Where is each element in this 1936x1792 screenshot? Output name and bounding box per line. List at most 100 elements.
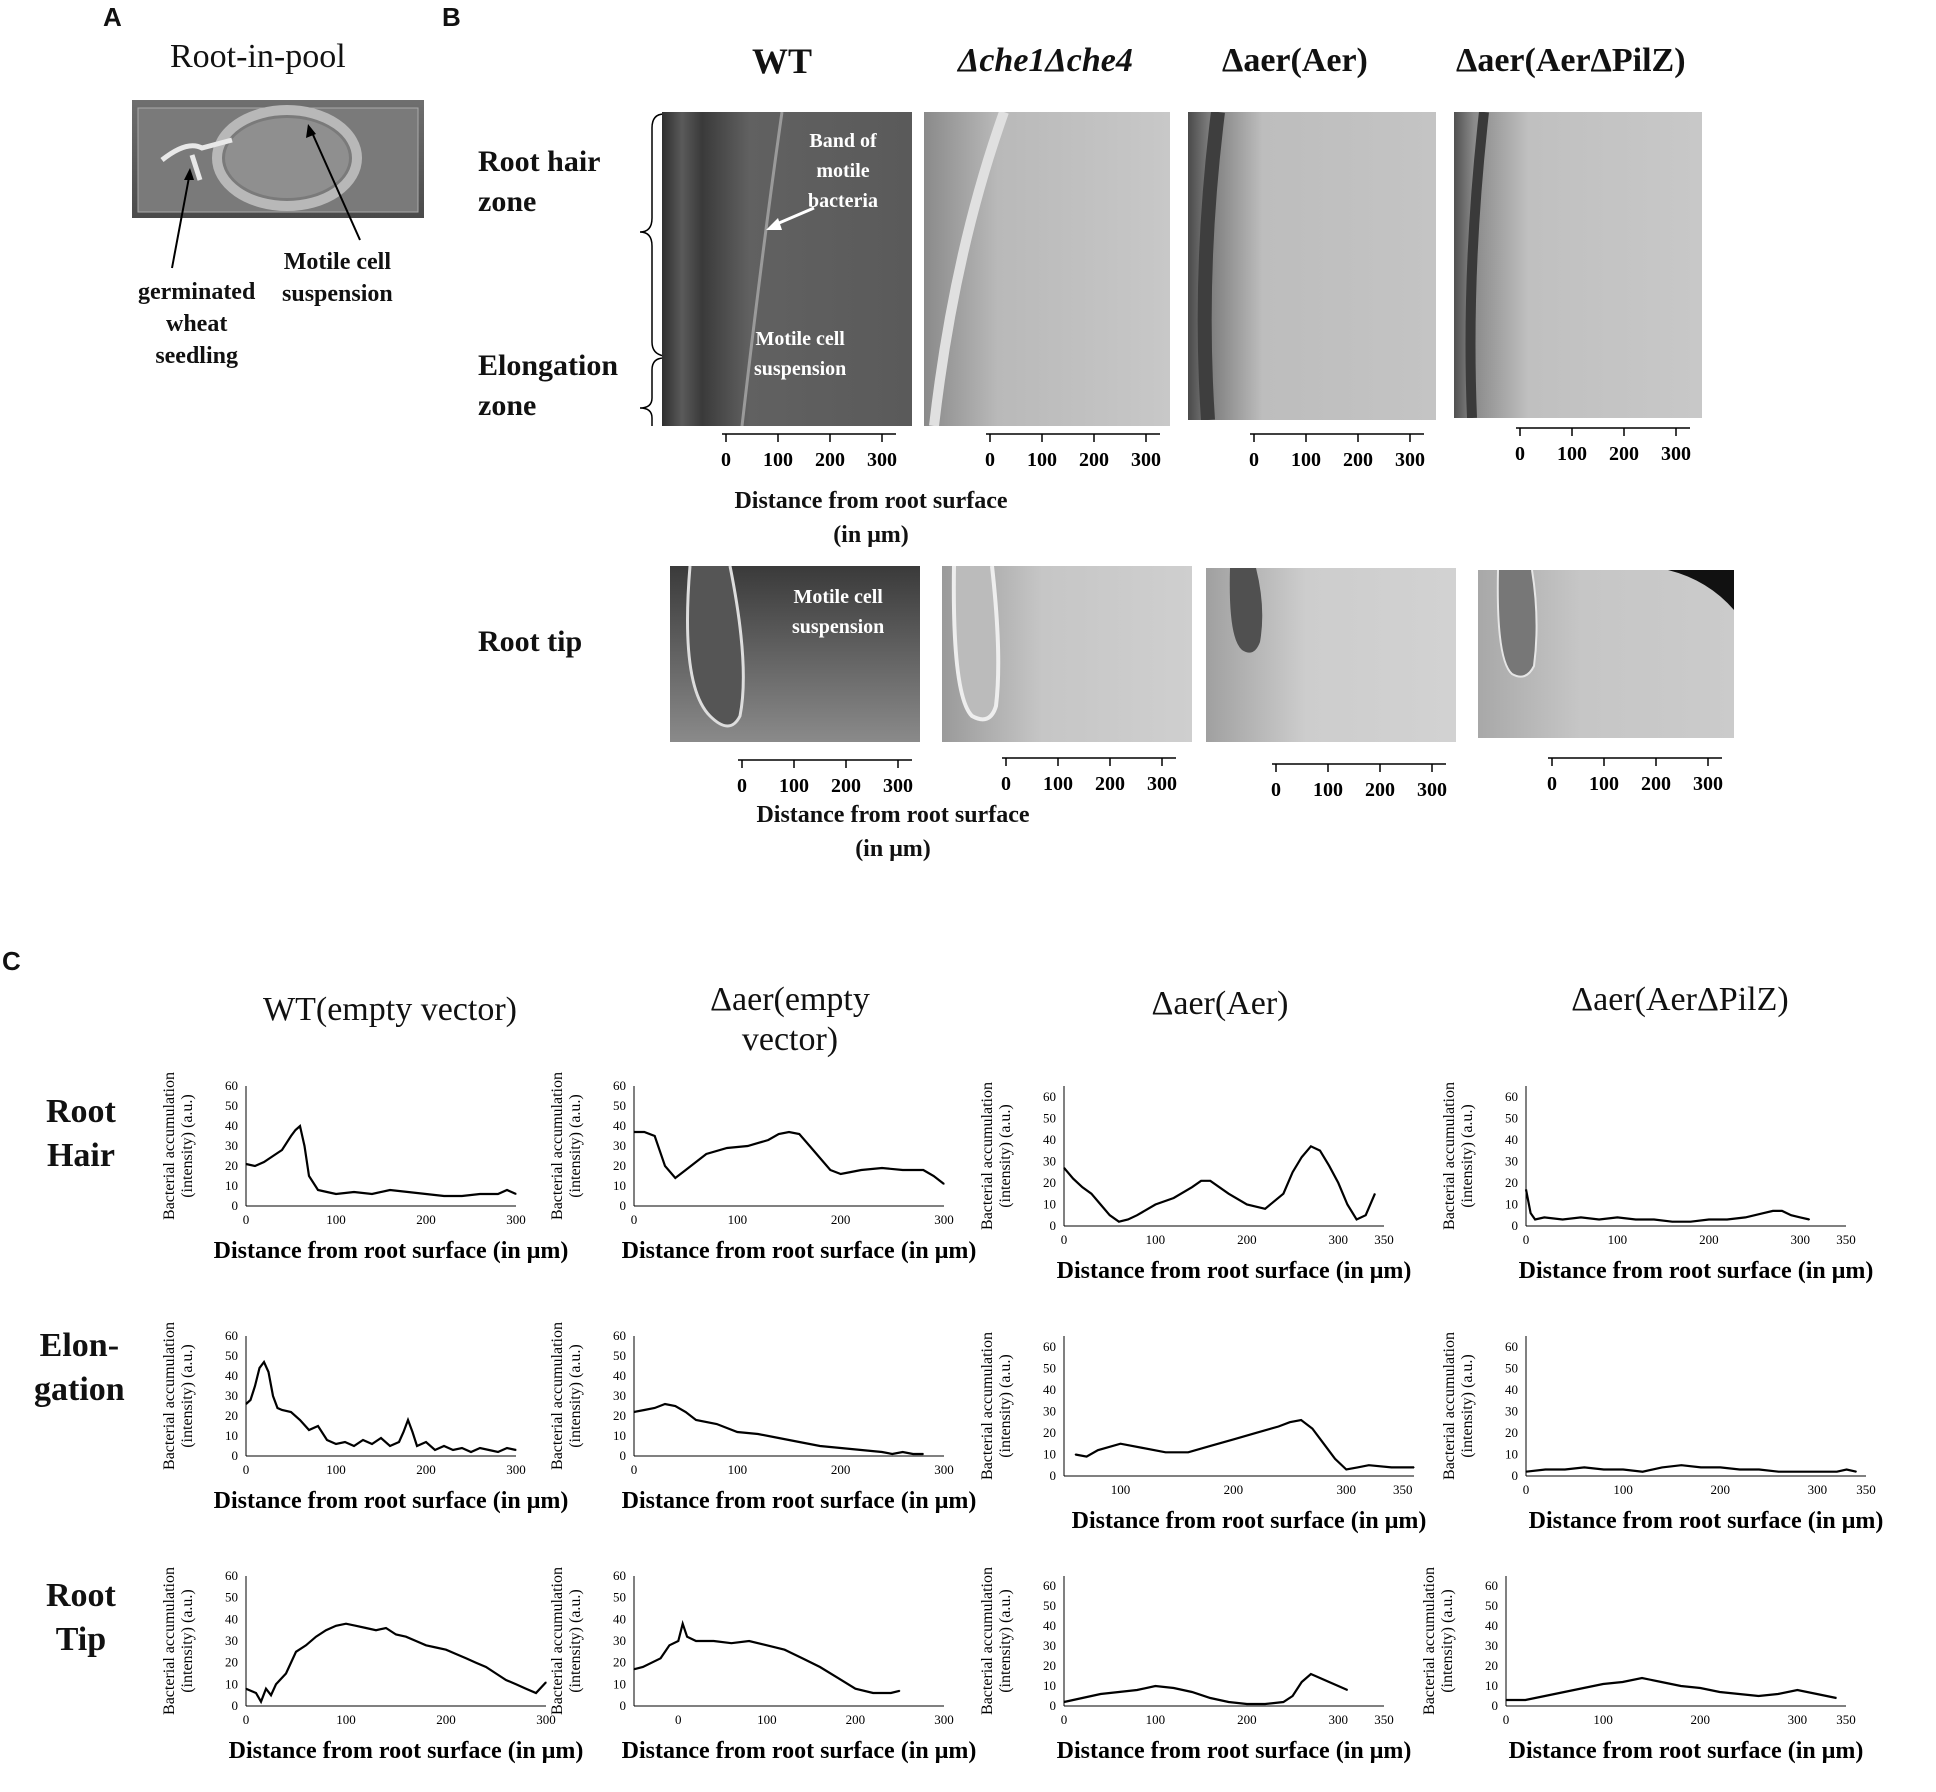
- y-tick-label: 60: [225, 1568, 238, 1583]
- data-point: [881, 1451, 883, 1453]
- data-point: [685, 1411, 687, 1413]
- data-point: [922, 1453, 924, 1455]
- data-point: [515, 1683, 517, 1685]
- x-tick-label: 200: [1224, 1482, 1244, 1497]
- data-point: [778, 1133, 780, 1135]
- data-point: [642, 1666, 644, 1668]
- data-point: [643, 1131, 645, 1133]
- series-line: [1525, 1464, 1857, 1473]
- x-tick-label: 100: [1608, 1232, 1628, 1247]
- y-tick-label: 50: [1505, 1110, 1518, 1125]
- data-point: [1142, 1447, 1144, 1449]
- data-point: [335, 1625, 337, 1627]
- data-point: [1328, 1165, 1330, 1167]
- y-tick-label: 20: [613, 1408, 626, 1423]
- data-point: [265, 1688, 267, 1690]
- data-point: [455, 1653, 457, 1655]
- x-tick-label: 100: [1146, 1232, 1166, 1247]
- data-point: [1661, 1466, 1663, 1468]
- x-tick-label: 100: [1111, 1482, 1131, 1497]
- data-point: [452, 1449, 454, 1451]
- y-tick-label: 40: [613, 1611, 626, 1626]
- y-tick-label: 40: [225, 1611, 238, 1626]
- scale-tick-label: 200: [1095, 773, 1125, 795]
- data-point: [801, 1657, 803, 1659]
- data-point: [1763, 1212, 1765, 1214]
- data-point: [778, 1437, 780, 1439]
- x-tick-label: 0: [1061, 1712, 1068, 1727]
- scale-bar-pilz-top: 0 100 200 300: [1512, 426, 1702, 466]
- x-axis-label: Distance from root surface (in μm): [622, 1488, 977, 1514]
- data-point: [1505, 1699, 1507, 1701]
- scale-tick-label: 0: [985, 449, 995, 471]
- chart-svg: Bacterial accumulation(intensity) (a.u.)…: [161, 1072, 568, 1264]
- chart-svg: Bacterial accumulation(intensity) (a.u.)…: [161, 1322, 568, 1514]
- y-tick-label: 40: [1043, 1382, 1056, 1397]
- data-point: [922, 1169, 924, 1171]
- data-point: [1072, 1178, 1074, 1180]
- scale-tick-label: 100: [1589, 773, 1619, 795]
- scale-bar-pilz-tip: 0 100 200 300: [1544, 756, 1734, 796]
- scale-bar-aer-tip: 0 100 200 300: [1268, 762, 1458, 802]
- photo-aer-pilz-root-tip: [1478, 570, 1734, 738]
- data-point: [1845, 1468, 1848, 1471]
- suspension-label: Motile cell suspension: [282, 249, 393, 307]
- y-tick-label: 0: [620, 1698, 627, 1713]
- y-tick-label: 60: [1505, 1089, 1518, 1104]
- x-tick-label: 350: [1836, 1712, 1856, 1727]
- data-point: [353, 1445, 355, 1447]
- data-point: [1816, 1693, 1818, 1695]
- x-tick-label: 350: [1393, 1482, 1413, 1497]
- chart-svg: Bacterial accumulation(intensity) (a.u.)…: [1421, 1567, 1863, 1764]
- band-annotation: Band of motile bacteria: [808, 130, 878, 212]
- x-tick-label: 200: [436, 1712, 456, 1727]
- chart-svg: Bacterial accumulation(intensity) (a.u.)…: [979, 1567, 1412, 1764]
- data-point: [912, 1453, 914, 1455]
- data-point: [1246, 1703, 1248, 1705]
- y-tick-label: 10: [225, 1676, 238, 1691]
- data-point: [1689, 1221, 1692, 1223]
- data-point: [860, 1449, 862, 1451]
- data-point: [371, 1443, 373, 1445]
- y-tick-label: 20: [613, 1158, 626, 1173]
- data-point: [1090, 1193, 1093, 1195]
- data-point: [260, 1701, 262, 1703]
- data-point: [1799, 1216, 1801, 1218]
- scale-tick-label: 100: [1043, 773, 1073, 795]
- scale-bar-che-tip: 0 100 200 300: [998, 756, 1188, 796]
- data-point: [1855, 1471, 1857, 1473]
- series-line: [633, 1402, 924, 1456]
- data-point: [695, 1640, 697, 1642]
- data-point: [1524, 1699, 1527, 1701]
- chart-svg: Bacterial accumulation(intensity) (a.u.)…: [549, 1567, 976, 1764]
- x-axis-label: Distance from root surface (in μm): [1057, 1738, 1412, 1764]
- data-point: [434, 1449, 436, 1451]
- data-point: [415, 1640, 417, 1642]
- data-point: [682, 1623, 684, 1625]
- y-axis-label: Bacterial accumulation(intensity) (a.u.): [1441, 1082, 1476, 1230]
- data-point: [317, 1425, 319, 1427]
- data-point: [303, 1145, 306, 1147]
- data-point: [525, 1688, 527, 1690]
- data-point: [1289, 1421, 1291, 1423]
- y-tick-label: 10: [613, 1178, 626, 1193]
- data-point: [1319, 1677, 1321, 1679]
- data-point: [1671, 1221, 1673, 1223]
- data-point: [685, 1169, 687, 1171]
- data-point: [475, 1662, 477, 1664]
- scale-svg: 0 100 200 300: [1515, 427, 1691, 465]
- data-point: [299, 1419, 301, 1421]
- data-point: [767, 1139, 769, 1141]
- photo-che-root-tip: [942, 566, 1192, 742]
- data-point: [1525, 1188, 1527, 1190]
- chart-root-tip-wt: Bacterial accumulation(intensity) (a.u.)…: [160, 1540, 610, 1780]
- data-point: [1301, 1681, 1303, 1683]
- chart-svg: Bacterial accumulation(intensity) (a.u.)…: [549, 1072, 976, 1264]
- data-point: [294, 1129, 297, 1131]
- data-point: [819, 1445, 821, 1447]
- y-tick-label: 50: [1043, 1110, 1056, 1125]
- x-tick-label: 300: [1791, 1232, 1811, 1247]
- data-point: [1583, 1687, 1585, 1689]
- data-point: [668, 1644, 671, 1646]
